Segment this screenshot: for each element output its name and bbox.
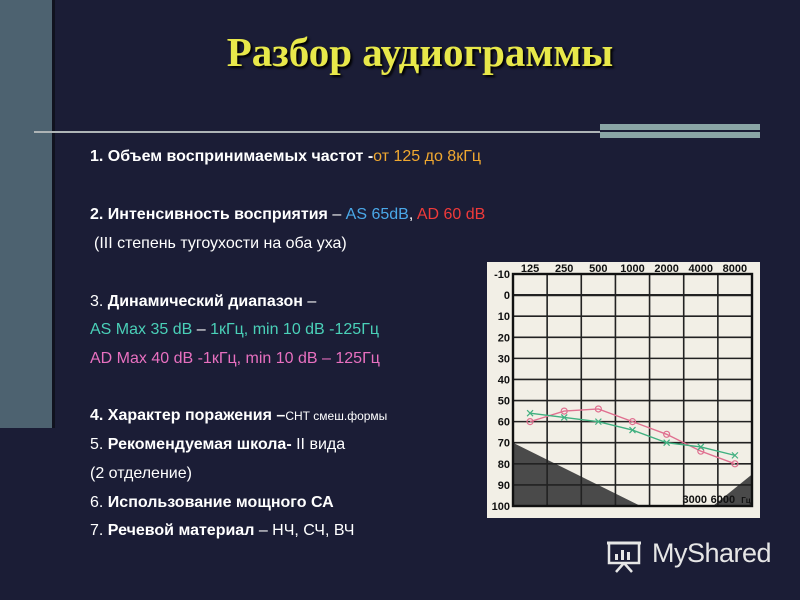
item-3: 3. Динамический диапазон – xyxy=(90,293,316,311)
y-tick-label: 70 xyxy=(498,438,510,450)
data-point xyxy=(560,407,568,415)
y-tick-label: 80 xyxy=(498,459,510,471)
item-4-value: СНТ смеш.формы xyxy=(285,409,388,423)
item-3-ad: AD Max 40 dB -1кГц, min 10 dB – 125Гц xyxy=(90,350,380,367)
item-7-label: Речевой материал xyxy=(107,522,255,539)
data-point xyxy=(731,451,739,459)
item-3-dash: – xyxy=(302,293,317,310)
item-5-value: II вида xyxy=(291,436,346,453)
y-tick-label: -10 xyxy=(494,269,510,281)
x-tick-label-top: 250 xyxy=(555,263,573,275)
item-3-as-dash: – xyxy=(196,321,206,338)
shaded-region-left xyxy=(513,442,641,506)
item-7-num: 7. xyxy=(90,522,108,539)
item-3-as: AS Max 35 dB – 1кГц, min 10 dB -125Гц xyxy=(90,321,379,339)
data-point xyxy=(594,418,602,426)
item-5-note: (2 отделение) xyxy=(90,465,192,482)
item-2-ad: AD 60 dB xyxy=(416,206,486,223)
item-2: 2. Интенсивность восприятия – AS 65dB, A… xyxy=(90,206,485,224)
plot-border xyxy=(511,272,754,508)
item-2-label: 2. Интенсивность восприятия xyxy=(90,206,328,223)
x-tick-label-top: 2000 xyxy=(654,263,678,275)
x-tick-label-bottom: 3000 xyxy=(683,494,707,506)
item-7-value: НЧ, СЧ, ВЧ xyxy=(267,522,355,539)
brand-logo: MyShared xyxy=(606,536,786,576)
item-7: 7. Речевой материал – НЧ, СЧ, ВЧ xyxy=(90,522,354,540)
item-6-label: Использование мощного СА xyxy=(107,494,334,511)
audiogram-chart: 125 250 500 1000 2000 4000 8000 -10 0 10 20 30 40 50 6… xyxy=(487,262,760,518)
item-2-note: (III степень тугоухости на оба уха) xyxy=(94,235,347,252)
data-point xyxy=(697,447,705,455)
item-5-label: Рекомендуемая школа- xyxy=(107,436,292,453)
item-6-num: 6. xyxy=(90,494,108,511)
data-point xyxy=(560,413,568,421)
data-point xyxy=(697,443,705,451)
y-tick-label: 0 xyxy=(504,290,510,302)
item-5-num: 5. xyxy=(90,436,108,453)
y-tick-label: 10 xyxy=(498,311,510,323)
x-tick-label-top: 1000 xyxy=(620,263,644,275)
item-5: 5. Рекомендуемая школа- II вида xyxy=(90,436,345,454)
item-4-label: 4. Характер поражения – xyxy=(90,407,286,424)
slide-title: Разбор аудиограммы xyxy=(226,29,614,75)
data-point xyxy=(526,418,534,426)
item-3-as-rest: 1кГц, min 10 dB -125Гц xyxy=(205,321,380,338)
brand-text: MyShared xyxy=(652,538,772,568)
data-point xyxy=(663,439,671,447)
item-7-dash: – xyxy=(254,522,268,539)
item-4: 4. Характер поражения –СНТ смеш.формы xyxy=(90,407,387,425)
y-tick-label: 90 xyxy=(498,480,510,492)
x-tick-label-top: 125 xyxy=(521,263,539,275)
x-tick-label-bottom: 6000 xyxy=(711,494,735,506)
data-point xyxy=(663,430,671,438)
item-1-label: 1. Объем воспринимаемых частот - xyxy=(90,148,374,165)
data-point xyxy=(628,418,637,426)
item-2-dash: – xyxy=(327,206,346,223)
y-tick-label: 40 xyxy=(498,374,510,386)
y-tick-label: 60 xyxy=(498,417,510,429)
item-3-label: Динамический диапазон xyxy=(107,293,303,310)
y-tick-label: 50 xyxy=(498,396,510,408)
item-3-as-pre: AS Max 35 dB xyxy=(90,321,197,338)
data-point xyxy=(526,409,534,417)
sidebar-shadow xyxy=(52,0,55,428)
x-tick-label-top: 4000 xyxy=(689,263,713,275)
item-3-num: 3. xyxy=(90,293,108,310)
item-2-as: AS 65dB xyxy=(345,206,409,223)
header-divider xyxy=(34,131,760,133)
item-6: 6. Использование мощного СА xyxy=(90,494,334,512)
x-tick-label-bottom: Гц xyxy=(741,496,751,505)
item-2-sep: , xyxy=(408,206,417,223)
data-point xyxy=(594,405,602,413)
header-accent-block xyxy=(600,124,760,138)
x-tick-label-top: 8000 xyxy=(723,263,747,275)
y-tick-label: 100 xyxy=(492,501,510,513)
series-line xyxy=(529,408,736,465)
sidebar-bar xyxy=(0,0,52,428)
item-1: 1. Объем воспринимаемых частот -от 125 д… xyxy=(90,148,481,166)
data-point xyxy=(629,426,636,434)
presentation-board-icon xyxy=(607,541,641,573)
y-tick-label: 20 xyxy=(498,332,510,344)
x-tick-label-top: 500 xyxy=(589,263,607,275)
y-tick-label: 30 xyxy=(498,353,510,365)
item-1-value: от 125 до 8кГц xyxy=(373,148,482,165)
data-point xyxy=(731,460,739,468)
